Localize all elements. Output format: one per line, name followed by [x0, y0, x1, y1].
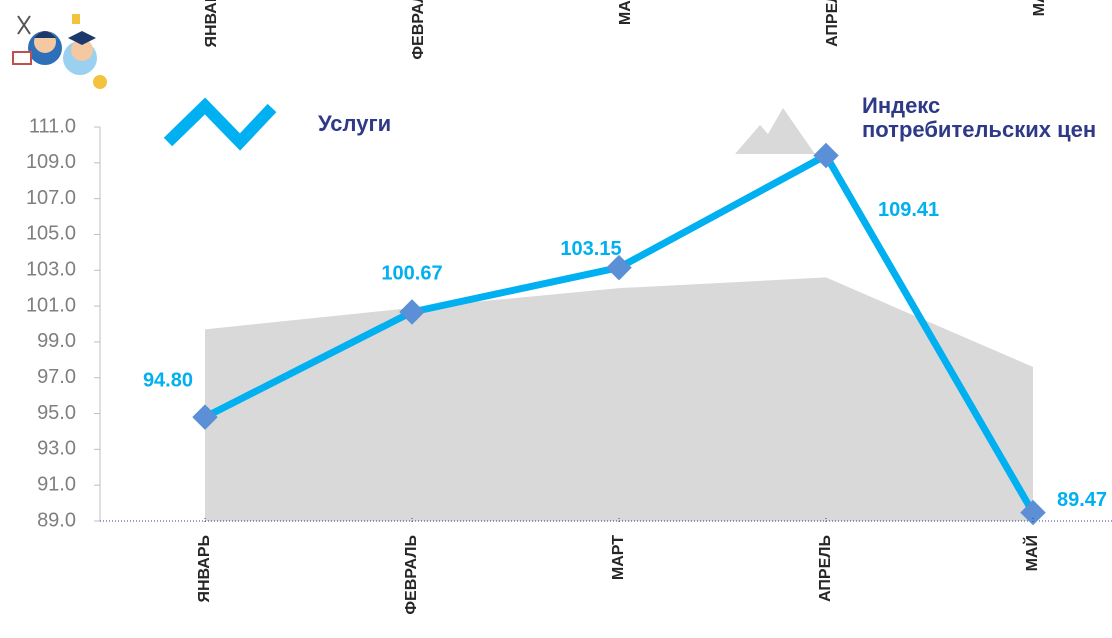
y-tick-label: 97.0: [37, 366, 76, 388]
x-tick-label-top: МАЙ: [1029, 0, 1048, 16]
y-tick-label: 95.0: [37, 402, 76, 424]
y-tick-label: 103.0: [26, 259, 76, 281]
x-tick-label-top: МАРТ: [617, 0, 634, 25]
y-tick-label: 91.0: [37, 473, 76, 495]
x-tick-label: ЯНВАРЬ: [196, 535, 213, 603]
y-tick-label: 101.0: [26, 294, 76, 316]
icon: [13, 14, 107, 89]
x-tick-label: ФЕВРАЛЬ: [403, 535, 420, 615]
legend-label: Индекс потребительских цен: [862, 94, 1102, 142]
legend-label: Услуги: [318, 112, 391, 136]
x-tick-label: АПРЕЛЬ: [817, 535, 834, 602]
x-tick-label: МАЙ: [1022, 535, 1041, 571]
value-label: 100.67: [381, 262, 442, 284]
y-tick-label: 111.0: [29, 115, 76, 137]
page: {"chart_data": {"type": "line", "categor…: [0, 0, 1112, 638]
x-tick-label: МАРТ: [610, 535, 627, 580]
y-tick-label: 93.0: [37, 438, 76, 460]
value-label: 89.47: [1057, 489, 1107, 511]
x-tick-label-top: ФЕВРАЛЬ: [410, 0, 427, 60]
value-label: 109.41: [878, 199, 939, 221]
x-tick-label-top: АПРЕЛЬ: [824, 0, 841, 47]
y-tick-label: 89.0: [37, 509, 76, 531]
area: [205, 277, 1033, 521]
y-tick-label: 105.0: [26, 223, 76, 245]
y-tick-label: 99.0: [37, 330, 76, 352]
y-tick-label: 109.0: [26, 151, 76, 173]
legend-area-icon: [735, 108, 815, 154]
legend-line-icon: [168, 106, 272, 142]
y-tick-label: 107.0: [26, 187, 76, 209]
value-label: 94.80: [143, 369, 193, 391]
value-label: 103.15: [560, 238, 621, 260]
x-tick-label-top: ЯНВАРЬ: [203, 0, 220, 48]
